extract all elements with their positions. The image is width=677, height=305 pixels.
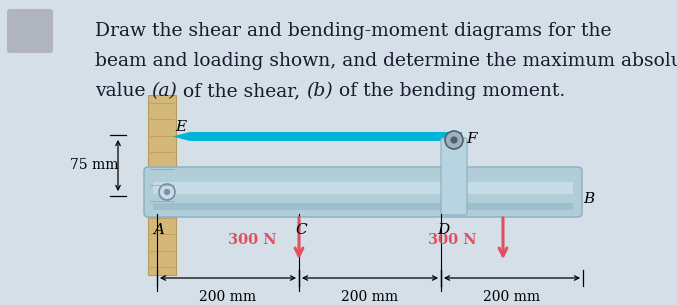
Text: 200 mm: 200 mm xyxy=(483,290,540,304)
FancyBboxPatch shape xyxy=(441,138,467,215)
Text: (a): (a) xyxy=(152,82,177,100)
Text: of the bending moment.: of the bending moment. xyxy=(333,82,565,100)
Bar xyxy=(190,132,462,141)
Text: Draw the shear and bending-moment diagrams for the: Draw the shear and bending-moment diagra… xyxy=(95,22,611,40)
Text: (b): (b) xyxy=(307,82,333,100)
Text: 300 N: 300 N xyxy=(428,233,477,247)
Text: 75 mm: 75 mm xyxy=(70,158,118,172)
Text: D: D xyxy=(437,223,450,237)
Text: C: C xyxy=(295,223,307,237)
Bar xyxy=(153,203,573,210)
Circle shape xyxy=(164,189,170,195)
Text: 200 mm: 200 mm xyxy=(200,290,257,304)
Text: value: value xyxy=(95,82,152,100)
Text: F: F xyxy=(466,132,477,146)
FancyBboxPatch shape xyxy=(144,167,582,217)
Polygon shape xyxy=(172,132,190,141)
Circle shape xyxy=(450,136,458,144)
Text: E: E xyxy=(175,120,186,134)
Text: 200 mm: 200 mm xyxy=(341,290,399,304)
Circle shape xyxy=(159,184,175,200)
Circle shape xyxy=(445,131,463,149)
Text: beam and loading shown, and determine the maximum absolute: beam and loading shown, and determine th… xyxy=(95,52,677,70)
Bar xyxy=(153,181,573,194)
Text: A: A xyxy=(153,223,164,237)
Text: B: B xyxy=(583,192,594,206)
Text: 300 N: 300 N xyxy=(228,233,277,247)
Bar xyxy=(148,95,176,275)
Text: of the shear,: of the shear, xyxy=(177,82,307,100)
FancyBboxPatch shape xyxy=(7,9,53,53)
